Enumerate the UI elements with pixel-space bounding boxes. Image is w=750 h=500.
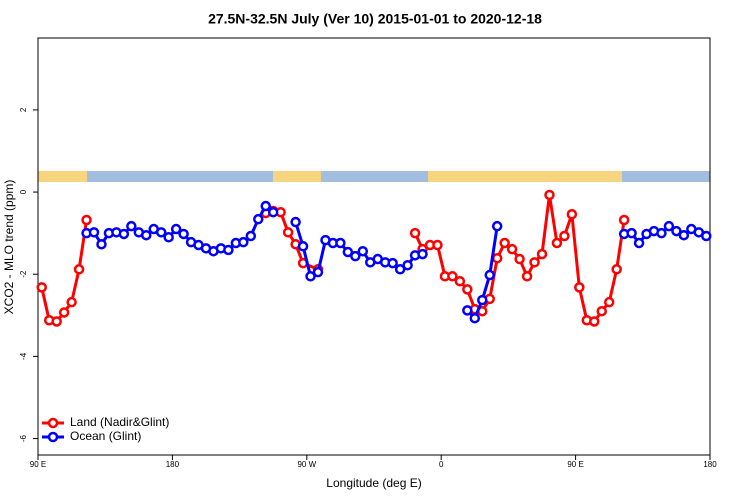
- data-point: [253, 213, 264, 225]
- data-point: [66, 296, 77, 308]
- data-point: [469, 312, 481, 324]
- legend-label: Land (Nadir&Glint): [70, 415, 169, 429]
- data-point: [409, 227, 421, 239]
- data-point: [402, 259, 413, 271]
- data-point: [290, 216, 301, 228]
- legend-marker: [47, 417, 59, 429]
- data-point: [454, 275, 466, 287]
- data-point: [96, 238, 107, 250]
- land-ocean-strip: [38, 171, 710, 182]
- data-point: [491, 252, 503, 264]
- land-strip: [38, 171, 87, 182]
- x-tick-label: 180: [166, 460, 180, 469]
- x-tick-label: 90 E: [30, 460, 46, 469]
- data-point: [499, 237, 510, 249]
- land-strip: [428, 171, 622, 182]
- data-point: [491, 220, 503, 232]
- x-tick-label: 90 W: [297, 460, 316, 469]
- y-tick-label: -6: [19, 434, 28, 442]
- x-axis-label: Longitude (deg E): [326, 476, 421, 490]
- data-point: [589, 316, 600, 327]
- legend-marker: [47, 431, 59, 443]
- y-tick-label: 2: [19, 107, 28, 112]
- data-point: [536, 248, 548, 260]
- data-point: [633, 237, 645, 249]
- data-point: [387, 257, 398, 269]
- data-point: [596, 305, 607, 317]
- data-point: [603, 296, 615, 308]
- data-point: [678, 229, 690, 241]
- data-point: [417, 248, 428, 260]
- data-point: [73, 264, 85, 275]
- plot-frame: [37, 37, 711, 456]
- data-point: [701, 230, 712, 242]
- data-point: [551, 237, 563, 249]
- data-point: [282, 227, 294, 238]
- data-point: [462, 284, 473, 295]
- data-point: [126, 220, 137, 232]
- data-point: [656, 227, 667, 239]
- data-point: [671, 225, 682, 237]
- data-point: [118, 228, 130, 240]
- y-tick-label: -4: [19, 352, 28, 360]
- data-point: [297, 241, 309, 252]
- x-tick-label: 0: [439, 460, 444, 469]
- data-point: [342, 246, 354, 258]
- y-tick-label: 0: [19, 189, 28, 194]
- data-point: [357, 245, 369, 257]
- data-point: [305, 271, 316, 282]
- data-point: [506, 243, 518, 255]
- y-tick-label: -2: [19, 270, 28, 278]
- legend-label: Ocean (Glint): [70, 429, 141, 443]
- data-point: [163, 232, 174, 243]
- data-point: [36, 282, 47, 293]
- data-point: [141, 229, 152, 241]
- y-axis-label: XCO2 - MLO trend (ppm): [2, 180, 16, 315]
- data-point: [484, 269, 495, 281]
- data-point: [178, 228, 189, 240]
- data-point: [245, 230, 257, 242]
- data-point: [335, 237, 346, 249]
- data-point: [260, 200, 271, 212]
- ocean-strip: [38, 171, 710, 182]
- data-point: [58, 307, 70, 318]
- x-tick-label: 180: [703, 460, 717, 469]
- data-point: [663, 220, 675, 232]
- data-point: [559, 230, 570, 242]
- data-point: [267, 206, 279, 218]
- data-point: [81, 214, 92, 226]
- data-point: [566, 208, 578, 220]
- data-point: [574, 282, 585, 293]
- x-tick-label: 90 E: [567, 460, 583, 469]
- data-point: [521, 271, 533, 282]
- data-point: [447, 271, 458, 282]
- data-point: [238, 236, 249, 248]
- data-point: [544, 189, 555, 201]
- data-point: [611, 264, 622, 275]
- land-strip: [273, 171, 321, 182]
- data-point: [514, 253, 525, 265]
- data-point: [477, 294, 488, 306]
- data-point: [618, 214, 630, 226]
- data-point: [626, 227, 637, 239]
- data-point: [155, 227, 167, 238]
- chart-title: 27.5N-32.5N July (Ver 10) 2015-01-01 to …: [208, 11, 542, 27]
- data-point: [312, 266, 324, 278]
- data-point: [394, 264, 406, 275]
- data-point: [88, 227, 100, 238]
- data-point: [170, 223, 182, 235]
- data-point: [51, 316, 62, 327]
- data-point: [529, 257, 540, 268]
- data-point: [223, 244, 234, 256]
- data-point: [350, 250, 361, 262]
- data-point: [462, 305, 473, 316]
- data-point: [432, 239, 443, 251]
